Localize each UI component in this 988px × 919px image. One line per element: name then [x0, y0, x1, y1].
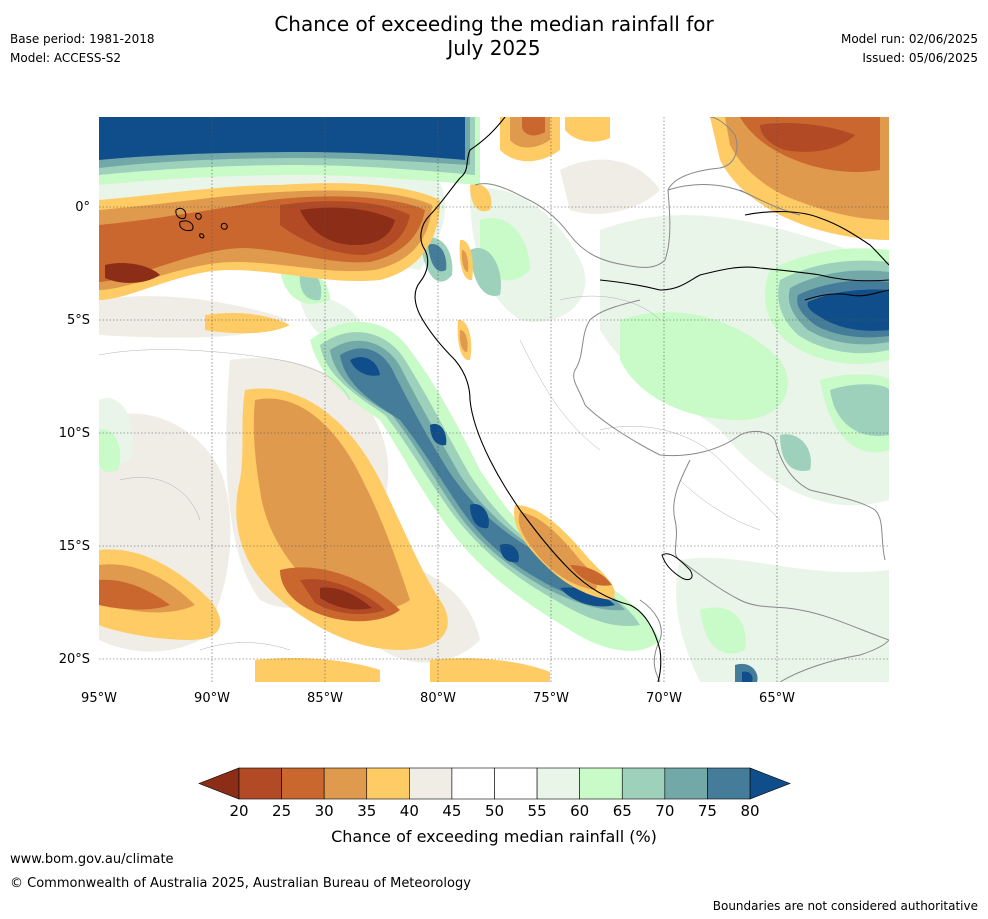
colorbar-label: Chance of exceeding median rainfall (%): [331, 827, 657, 846]
model-text: Model: ACCESS-S2: [10, 51, 122, 65]
colorbar-segment: [579, 767, 623, 800]
colorbar-segment: [323, 767, 368, 800]
lake-titicaca: [661, 553, 693, 581]
colorbar-tick: 75: [698, 802, 717, 820]
colorbar-tick: 60: [570, 802, 589, 820]
peru-coastal-dry-strip: [514, 505, 615, 600]
colorbar-tick: 20: [229, 802, 248, 820]
lon-tick: 90°W: [194, 691, 230, 706]
map-gridlines: [99, 117, 889, 682]
colorbar-segment: [621, 767, 666, 800]
title-line-1: Chance of exceeding the median rainfall …: [274, 12, 714, 36]
lon-tick: 95°W: [81, 691, 117, 706]
amazon-high-area: [765, 248, 889, 364]
lon-tick: 65°W: [759, 691, 795, 706]
footer-disclaimer: Boundaries are not considered authoritat…: [712, 899, 978, 913]
title-line-2: July 2025: [447, 36, 541, 60]
colorbar-segment: [281, 767, 325, 800]
colorbar-tick: 35: [357, 802, 376, 820]
colorbar-tick-labels: 20 25 30 35 40 45 50 55 60 65 70 75 80: [229, 802, 759, 820]
contour-lines: [99, 295, 781, 651]
map-field: [99, 117, 889, 682]
colorbar-tick: 55: [528, 802, 547, 820]
galapagos-islands: [175, 207, 228, 239]
model-run-text: Model run: 02/06/2025: [840, 32, 978, 46]
colorbar-tick: 40: [400, 802, 419, 820]
colorbar-over-arrow: [749, 767, 791, 800]
southern-dry-band: [99, 388, 550, 682]
colorbar-tick: 50: [485, 802, 504, 820]
lat-tick: 10°S: [59, 426, 90, 441]
colorbar-segment: [536, 767, 580, 800]
colorbar-segment: [664, 767, 708, 800]
colorbar-segment: [409, 767, 453, 800]
colorbar-segment: [451, 767, 495, 800]
map-title: Chance of exceeding the median rainfall …: [0, 12, 988, 60]
coastline: [414, 117, 889, 682]
colorbar-segments: [238, 767, 751, 800]
colorbar-tick: 70: [655, 802, 674, 820]
country-boundaries: [474, 117, 889, 682]
colorbar-segment: [707, 767, 751, 800]
colorbar-tick: 45: [442, 802, 461, 820]
lon-tick-labels: 95°W 90°W 85°W 80°W 75°W 70°W 65°W: [81, 691, 795, 706]
colorbar-under-arrow: [198, 767, 240, 800]
southeast-high-core: [742, 671, 753, 682]
equatorial-dry-band: [99, 183, 440, 334]
colorbar-segment: [366, 767, 410, 800]
colorbar-segment: [238, 767, 282, 800]
northeast-dry-area: [500, 117, 889, 240]
lon-tick: 80°W: [420, 691, 456, 706]
footer-url: www.bom.gov.au/climate: [10, 852, 174, 867]
footer-copyright: © Commonwealth of Australia 2025, Austra…: [10, 876, 471, 891]
lat-tick: 15°S: [59, 539, 90, 554]
header-right: Model run: 02/06/2025 Issued: 05/06/2025: [841, 32, 978, 70]
colorbar: 20 25 30 35 40 45 50 55 60 65 70 75 80: [198, 767, 791, 820]
lat-tick: 0°: [75, 200, 90, 215]
lat-tick-labels: 0° 5°S 10°S 15°S 20°S: [59, 200, 90, 667]
andes-small-features: [420, 184, 492, 361]
lat-tick: 20°S: [59, 652, 90, 667]
colorbar-segment: [494, 767, 538, 800]
lon-tick: 75°W: [533, 691, 569, 706]
lat-tick: 5°S: [67, 313, 90, 328]
lon-tick: 70°W: [646, 691, 682, 706]
lon-tick: 85°W: [307, 691, 343, 706]
colorbar-tick: 80: [740, 802, 759, 820]
issued-text: Issued: 05/06/2025: [862, 51, 978, 65]
header-left: Base period: 1981-2018 Model: ACCESS-S2: [10, 32, 155, 70]
colorbar-tick: 65: [613, 802, 632, 820]
colorbar-tick: 30: [315, 802, 334, 820]
north-ocean-high-band: [99, 117, 480, 185]
base-period-text: Base period: 1981-2018: [10, 32, 155, 46]
colorbar-tick: 25: [272, 802, 291, 820]
